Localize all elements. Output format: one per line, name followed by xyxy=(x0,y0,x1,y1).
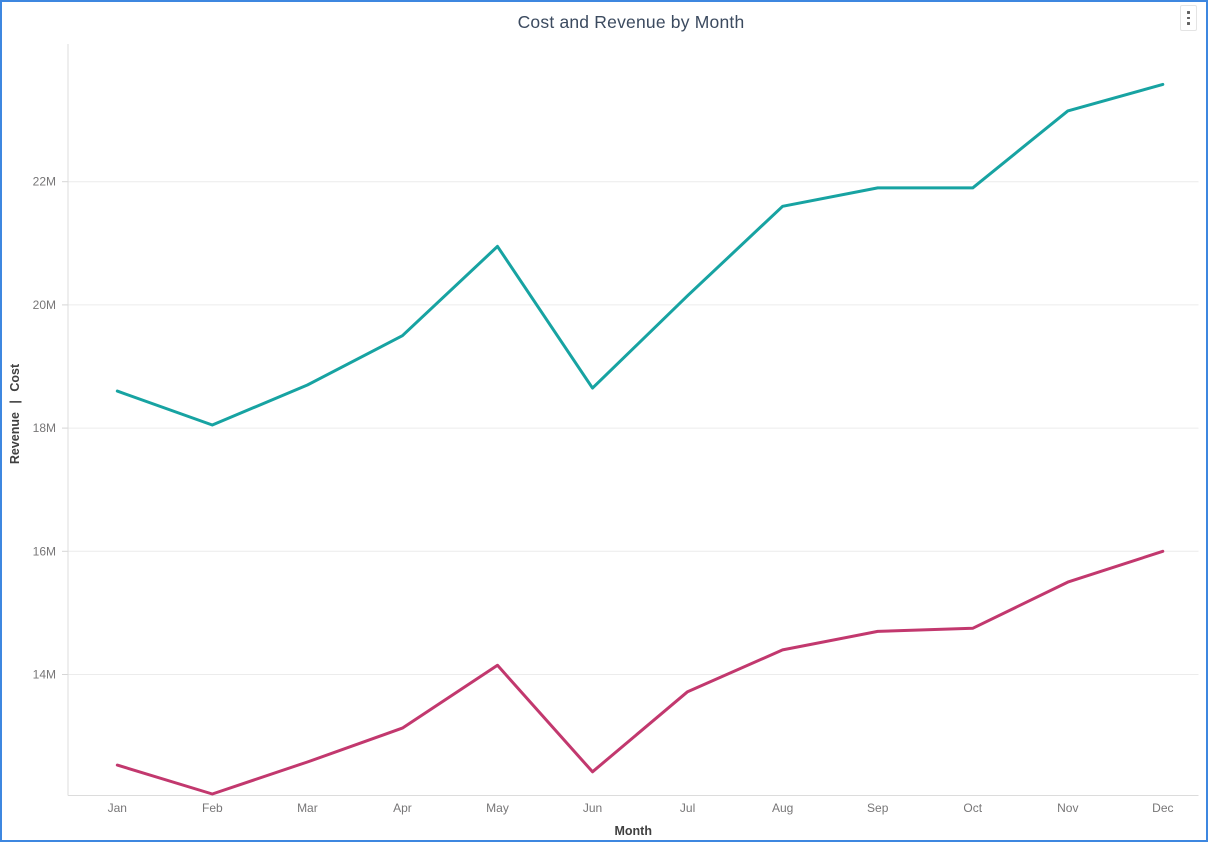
x-tick-label: Jul xyxy=(680,801,695,815)
x-tick-label: May xyxy=(486,801,509,815)
y-tick-label: 20M xyxy=(33,298,56,312)
y-tick-label: 22M xyxy=(33,175,56,189)
x-tick-label: Feb xyxy=(202,801,223,815)
x-axis-title: Month xyxy=(615,824,652,838)
y-tick-label: 16M xyxy=(33,544,56,558)
kebab-vertical-icon xyxy=(1187,16,1190,20)
more-options-button[interactable] xyxy=(1180,5,1197,31)
x-tick-label: Apr xyxy=(393,801,412,815)
x-tick-label: Mar xyxy=(297,801,318,815)
chart-title: Cost and Revenue by Month xyxy=(517,12,745,32)
x-tick-label: Oct xyxy=(963,801,982,815)
x-tick-label: Aug xyxy=(772,801,793,815)
kebab-vertical-icon xyxy=(1187,11,1190,14)
y-tick-label: 18M xyxy=(33,421,56,435)
x-tick-label: Nov xyxy=(1057,801,1078,815)
cost-line[interactable] xyxy=(115,549,1165,796)
x-tick-label: Jun xyxy=(583,801,602,815)
x-tick-label: Dec xyxy=(1152,801,1173,815)
x-tick-label: Sep xyxy=(867,801,889,815)
revenue-line[interactable] xyxy=(115,82,1165,427)
y-axis-title: Revenue | Cost xyxy=(8,363,22,464)
y-tick-label: 14M xyxy=(33,668,56,682)
kebab-vertical-icon xyxy=(1187,22,1190,25)
x-tick-label: Jan xyxy=(108,801,127,815)
